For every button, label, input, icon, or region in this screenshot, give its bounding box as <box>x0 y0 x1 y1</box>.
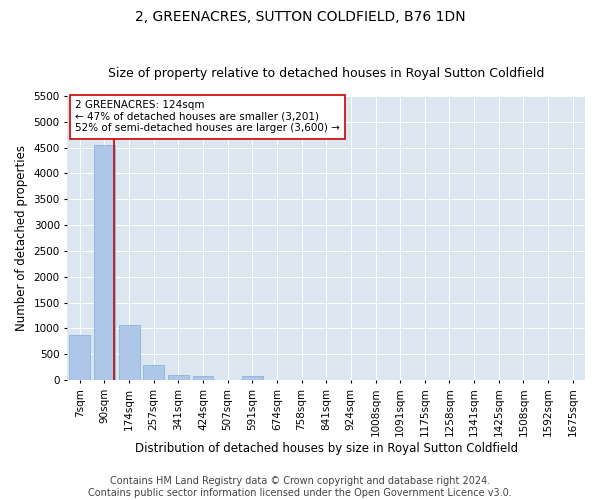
Bar <box>193 376 214 380</box>
Text: Contains HM Land Registry data © Crown copyright and database right 2024.
Contai: Contains HM Land Registry data © Crown c… <box>88 476 512 498</box>
Title: Size of property relative to detached houses in Royal Sutton Coldfield: Size of property relative to detached ho… <box>108 66 544 80</box>
Bar <box>143 364 164 380</box>
Bar <box>242 376 263 380</box>
Bar <box>119 326 140 380</box>
X-axis label: Distribution of detached houses by size in Royal Sutton Coldfield: Distribution of detached houses by size … <box>134 442 518 455</box>
Bar <box>69 334 90 380</box>
Text: 2 GREENACRES: 124sqm
← 47% of detached houses are smaller (3,201)
52% of semi-de: 2 GREENACRES: 124sqm ← 47% of detached h… <box>75 100 340 134</box>
Y-axis label: Number of detached properties: Number of detached properties <box>15 145 28 331</box>
Bar <box>94 144 115 380</box>
Bar <box>168 375 189 380</box>
Text: 2, GREENACRES, SUTTON COLDFIELD, B76 1DN: 2, GREENACRES, SUTTON COLDFIELD, B76 1DN <box>134 10 466 24</box>
